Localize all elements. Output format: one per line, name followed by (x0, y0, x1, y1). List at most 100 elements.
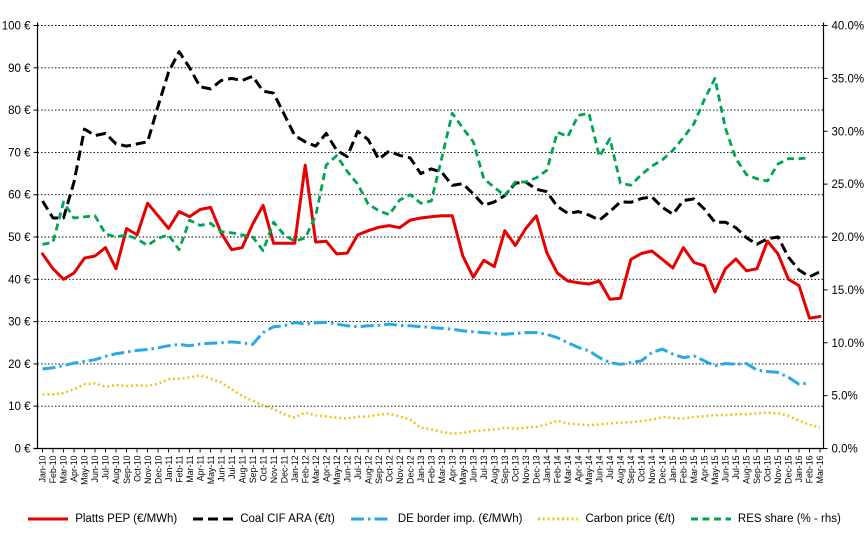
x-axis-tick-label: Nov-15 (773, 455, 783, 483)
chart-legend: Platts PEP (€/MWh) Coal CIF ARA (€/t) DE b… (0, 504, 868, 534)
legend-line-sample-res-share-rhs (690, 517, 731, 521)
x-axis-tick-label: Sep-14 (626, 455, 636, 483)
x-axis-tick-label: Jan-13 (416, 455, 426, 482)
y-axis-left-tick-label: 60 € (8, 190, 31, 202)
series-line-platts-pep-mwh (41, 163, 822, 320)
x-axis-tick-label: Sep-12 (374, 455, 384, 483)
x-axis-tick-label: May-11 (206, 455, 216, 484)
x-axis-tick-label: Dec-15 (784, 455, 794, 483)
x-axis-tick-label: Oct-10 (132, 455, 142, 482)
legend-item-coal-cif-ara-t: Coal CIF ARA (€/t) (192, 513, 335, 525)
y-axis-left-tick-label: 0 € (15, 444, 32, 456)
legend-item-res-share-rhs: RES share (% - rhs) (690, 513, 841, 525)
x-axis-tick-label: Sep-15 (752, 455, 762, 483)
x-axis-tick-label: May-13 (458, 455, 468, 484)
legend-line-sample-carbon-price-t (538, 517, 579, 521)
x-axis-tick-label: May-14 (584, 455, 594, 484)
x-axis-tick-label: May-12 (332, 455, 342, 484)
x-axis-tick-label: Jul-12 (353, 455, 363, 479)
series-line-coal-cif-ara-t (41, 50, 821, 279)
x-axis-tick-label: Nov-11 (269, 455, 279, 483)
legend-line-sample-coal-cif-ara-t (193, 517, 234, 521)
y-axis-right-tick-label: 25.0% (832, 179, 865, 191)
y-axis-right-tick-label: 10.0% (832, 338, 865, 350)
y-axis-left-tick-label: 40 € (8, 274, 31, 286)
series-line-carbon-price-t (42, 374, 821, 435)
x-axis-tick-label: Feb-15 (679, 455, 689, 483)
x-axis-tick-label: Dec-10 (153, 455, 163, 483)
y-axis-right-tick-label: 40.0% (832, 21, 865, 33)
x-axis-tick-label: Feb-11 (174, 455, 184, 482)
x-axis-tick-label: Aug-11 (237, 455, 247, 483)
x-axis-tick-label: Nov-10 (143, 455, 153, 483)
x-axis-tick-label: Jul-15 (731, 455, 741, 479)
x-axis-tick-label: Mar-10 (59, 455, 69, 483)
x-axis-tick-label: Mar-13 (437, 455, 447, 483)
x-axis-tick-label: Oct-11 (258, 455, 268, 481)
y-axis-right-tick-label: 20.0% (832, 232, 865, 244)
x-axis-tick-label: Apr-12 (321, 455, 331, 482)
x-axis-tick-label: Oct-13 (511, 455, 521, 482)
x-axis-tick-label: Jun-14 (595, 455, 605, 482)
x-axis-tick-label: Nov-14 (647, 455, 657, 483)
x-axis-tick-label: Aug-15 (742, 455, 752, 483)
x-axis-tick-label: Jun-12 (342, 455, 352, 482)
x-axis-tick-label: May-10 (80, 455, 90, 484)
x-axis-tick-label: Mar-14 (563, 455, 573, 483)
x-axis-tick-label: Feb-14 (553, 455, 563, 483)
y-axis-right-tick-label: 30.0% (832, 126, 865, 138)
x-axis-tick-label: Feb-12 (300, 455, 310, 483)
x-axis-tick-label: Aug-13 (489, 455, 499, 483)
y-axis-left-tick-label: 30 € (8, 317, 31, 329)
x-axis-tick-label: Jan-10 (38, 455, 48, 482)
x-axis-tick-label: Oct-15 (763, 455, 773, 482)
y-axis-left-tick-label: 80 € (8, 105, 31, 117)
x-axis-tick-label: Jul-11 (227, 455, 237, 478)
y-axis-left-tick-label: 90 € (8, 63, 31, 75)
legend-label-res-share-rhs: RES share (% - rhs) (737, 513, 841, 525)
x-axis-tick-label: Nov-12 (395, 455, 405, 483)
y-axis-left-tick-label: 100 € (2, 21, 31, 33)
y-axis-left-tick-label: 10 € (8, 401, 31, 413)
x-axis-tick-label: Jan-12 (290, 455, 300, 482)
x-axis-tick-label: Aug-14 (616, 455, 626, 483)
y-axis-right-tick-label: 0.0% (832, 444, 858, 456)
legend-label-carbon-price-t: Carbon price (€/t) (585, 513, 675, 525)
x-axis-tick-label: Apr-11 (195, 455, 205, 481)
x-axis-tick-label: Oct-12 (384, 455, 394, 482)
x-axis-tick-label: Aug-12 (363, 455, 373, 483)
y-axis-left-tick-label: 70 € (8, 147, 31, 159)
legend-item-de-border-imp-mwh: DE border imp. (€/MWh) (350, 513, 523, 525)
x-axis-tick-label: Mar-12 (311, 455, 321, 483)
legend-item-carbon-price-t: Carbon price (€/t) (537, 513, 675, 525)
x-axis-tick-label: Mar-15 (689, 455, 699, 483)
x-axis-tick-label: Oct-14 (637, 455, 647, 482)
x-axis-tick-label: Jun-11 (216, 455, 226, 481)
x-axis-tick-label: Dec-14 (658, 455, 668, 483)
x-axis-tick-label: Apr-10 (69, 455, 79, 482)
x-axis-tick-label: Sep-10 (122, 455, 132, 483)
x-axis-tick-label: Nov-13 (521, 455, 531, 483)
x-axis-tick-label: May-15 (710, 455, 720, 484)
x-axis-tick-label: Feb-13 (426, 455, 436, 483)
x-axis-tick-label: Jan-15 (668, 455, 678, 482)
x-axis-tick-label: Jul-10 (101, 455, 111, 479)
x-axis-tick-label: Jun-10 (90, 455, 100, 482)
y-axis-right-tick-label: 35.0% (832, 73, 865, 85)
x-axis-tick-label: Apr-14 (574, 455, 584, 482)
legend-label-coal-cif-ara-t: Coal CIF ARA (€/t) (240, 513, 335, 525)
legend-label-de-border-imp-mwh: DE border imp. (€/MWh) (397, 513, 523, 525)
x-axis-tick-label: Jun-15 (721, 455, 731, 482)
x-axis-tick-label: Sep-11 (248, 455, 258, 483)
x-axis-tick-label: Aug-10 (111, 455, 121, 483)
legend-line-sample-de-border-imp-mwh (350, 517, 391, 521)
x-axis-tick-label: Dec-11 (279, 455, 289, 483)
series-line-de-border-imp-mwh (42, 320, 810, 386)
x-axis-tick-label: Feb-10 (48, 455, 58, 483)
x-axis-tick-label: Sep-13 (500, 455, 510, 483)
x-axis-tick-label: Mar-11 (185, 455, 195, 482)
x-axis-tick-label: Jan-16 (794, 455, 804, 482)
y-axis-left-tick-label: 50 € (8, 232, 31, 244)
